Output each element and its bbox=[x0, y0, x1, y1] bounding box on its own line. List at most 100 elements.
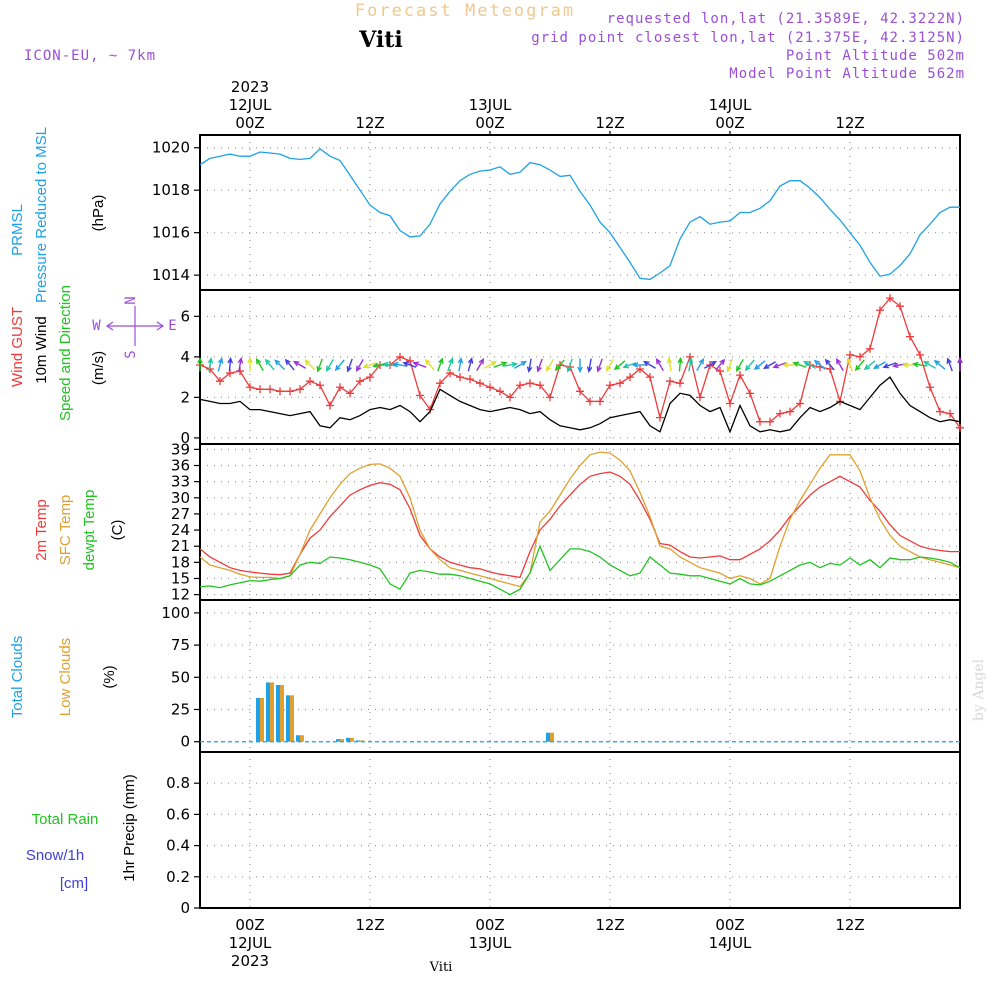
wind-arrow-shaft bbox=[458, 358, 462, 372]
wind-arrow-shaft bbox=[825, 359, 835, 371]
wind-arrow-head bbox=[346, 366, 352, 373]
wind-arrow-head bbox=[631, 362, 639, 368]
pressure-ytick-label: 1016 bbox=[152, 224, 190, 242]
bottom-time-label: 00Z bbox=[475, 916, 504, 934]
wind-arrow-shaft bbox=[874, 361, 886, 369]
wind-gust-marker bbox=[916, 350, 924, 359]
wind-direction-arrow bbox=[255, 357, 264, 371]
wind-arrow-head bbox=[292, 360, 300, 367]
footer-location: Viti bbox=[429, 960, 453, 975]
wind-arrow-head bbox=[392, 361, 399, 368]
wind-direction-arrow bbox=[503, 361, 518, 368]
wind-arrow-shaft bbox=[727, 358, 733, 372]
wind-arrow-shaft bbox=[265, 359, 275, 371]
wind-direction-arrow bbox=[762, 361, 776, 370]
wind-gust-marker bbox=[766, 417, 774, 426]
wind-gust-marker bbox=[536, 381, 544, 390]
wind-direction-arrow bbox=[566, 358, 573, 373]
pressure-axis-label: (hPa) bbox=[90, 195, 107, 232]
wind-direction-arrow bbox=[247, 356, 253, 372]
wind-arrow-head bbox=[762, 363, 770, 370]
wind-direction-arrow bbox=[437, 357, 444, 372]
temperature-frame bbox=[199, 443, 961, 601]
wind-arrow-head bbox=[511, 361, 518, 368]
wind-gust-marker bbox=[456, 373, 464, 382]
wind-arrow-shaft bbox=[864, 360, 876, 370]
pressure-ytick-label: 1014 bbox=[152, 266, 190, 284]
wind-arrow-shaft bbox=[383, 363, 397, 367]
wind-arrow-head bbox=[892, 362, 899, 369]
wind-gust-marker bbox=[246, 383, 254, 392]
wind-ytick-label: 0 bbox=[180, 429, 190, 447]
wind-direction-arrow bbox=[284, 358, 295, 371]
wind-direction-arrow bbox=[467, 357, 474, 372]
wind-arrow-shaft bbox=[804, 361, 816, 369]
wind-direction-arrow bbox=[677, 356, 683, 372]
top-time-label: 00Z bbox=[475, 114, 504, 132]
wind-direction-arrow bbox=[655, 357, 664, 371]
bottom-time-label: 00Z bbox=[235, 916, 264, 934]
wind-arrow-head bbox=[605, 365, 612, 372]
wind-direction-arrow bbox=[197, 356, 203, 372]
wind-arrow-shaft bbox=[704, 361, 716, 369]
wind-arrow-head bbox=[846, 357, 852, 364]
top-time-label: 13JUL bbox=[469, 96, 512, 114]
wind-ytick-label: 4 bbox=[180, 348, 190, 366]
wind-gust-marker bbox=[646, 373, 654, 382]
wind-arrow-shaft bbox=[285, 359, 295, 371]
legend-snow: Snow/1h bbox=[26, 847, 84, 864]
clouds-total-bar bbox=[286, 695, 290, 742]
compass-south: S bbox=[123, 349, 139, 358]
wind-arrow-shaft bbox=[934, 360, 946, 370]
wind-arrow-shaft bbox=[256, 358, 264, 371]
wind-direction-arrow bbox=[264, 358, 275, 371]
wind-arrow-shaft bbox=[754, 360, 766, 370]
clouds-total-bar bbox=[346, 737, 350, 742]
wind-gust-marker bbox=[846, 350, 854, 359]
wind-direction-arrow bbox=[545, 358, 554, 372]
clouds-axis-label: Low Clouds bbox=[57, 638, 74, 716]
gridpoint-coords: grid point closest lon,lat (21.375E, 42.… bbox=[531, 30, 965, 46]
wind-direction-arrow bbox=[735, 358, 744, 372]
wind-arrow-shaft bbox=[656, 358, 664, 371]
clouds-axis-label: (%) bbox=[101, 665, 118, 688]
clouds-total-bar bbox=[296, 735, 300, 742]
wind-direction-arrow bbox=[605, 358, 614, 372]
wind-arrow-head bbox=[882, 363, 889, 369]
wind-direction-arrow bbox=[586, 358, 593, 373]
wind-arrow-head bbox=[536, 366, 542, 373]
bottom-time-label: 2023 bbox=[231, 952, 269, 970]
model-altitude: Model Point Altitude 562m bbox=[729, 66, 965, 82]
precip-ytick-label: 0.8 bbox=[166, 774, 190, 792]
temperature-axis-label: 2m Temp bbox=[33, 499, 50, 560]
wind-arrow-head bbox=[501, 361, 508, 367]
wind-gust-marker bbox=[326, 401, 334, 410]
wind-arrow-head bbox=[264, 358, 271, 366]
wind-gust-marker bbox=[906, 332, 914, 341]
wind-gust-marker bbox=[316, 381, 324, 390]
wind-direction-arrow bbox=[726, 358, 733, 373]
wind-arrow-head bbox=[622, 363, 629, 369]
precip-ytick-label: 0 bbox=[180, 899, 190, 917]
temperature-ytick-label: 24 bbox=[171, 521, 190, 539]
clouds-low-bar bbox=[350, 737, 354, 742]
wind-direction-arrow bbox=[946, 357, 953, 372]
wind-arrow-shaft bbox=[555, 359, 565, 371]
clouds-low-bar bbox=[340, 739, 344, 742]
wind-direction-arrow bbox=[781, 362, 797, 368]
wind-gust-marker bbox=[626, 373, 634, 382]
wind-arrow-head bbox=[334, 364, 341, 372]
wind-gust-marker bbox=[856, 352, 864, 361]
wind-direction-arrow bbox=[912, 361, 927, 368]
wind-direction-arrow bbox=[554, 359, 565, 372]
wind-direction-arrow bbox=[484, 360, 498, 369]
wind-arrow-head bbox=[687, 356, 694, 364]
wind-arrow-shaft bbox=[745, 359, 755, 371]
wind-direction-arrow bbox=[933, 359, 946, 370]
wind-arrow-shaft bbox=[847, 358, 853, 372]
wind-arrow-head bbox=[467, 357, 474, 364]
point-altitude: Point Altitude 502m bbox=[786, 48, 965, 64]
wind-direction-arrow bbox=[863, 360, 876, 371]
wind-gust-marker bbox=[926, 383, 934, 392]
compass-cross bbox=[107, 306, 163, 346]
